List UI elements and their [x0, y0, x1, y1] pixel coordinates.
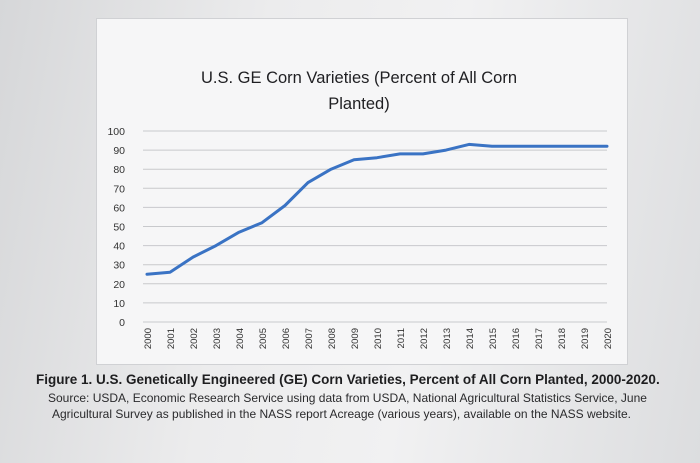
x-tick-label: 2009	[350, 328, 361, 349]
data-point	[353, 158, 355, 161]
data-point	[376, 156, 378, 159]
x-tick-label: 2014	[465, 328, 476, 349]
figure-source-line-2: Agricultural Survey as published in the …	[52, 407, 631, 421]
data-point	[192, 256, 194, 258]
y-tick-label: 90	[113, 145, 125, 157]
x-tick-label: 2013	[442, 328, 453, 349]
data-point	[422, 153, 424, 155]
x-tick-label: 2001	[166, 328, 177, 349]
x-tick-label: 2018	[557, 328, 568, 349]
x-tick-label: 2003	[212, 328, 223, 349]
data-point	[514, 145, 516, 148]
x-tick-label: 2017	[534, 328, 545, 349]
y-tick-label: 50	[113, 222, 125, 234]
x-tick-label: 2008	[327, 328, 338, 349]
data-point	[468, 143, 470, 146]
data-point	[330, 168, 332, 171]
chart-title-line-2: Planted)	[328, 95, 389, 113]
y-tick-label: 20	[113, 279, 125, 291]
data-point	[583, 145, 585, 148]
x-tick-label: 2020	[603, 328, 614, 349]
x-tick-label: 2007	[304, 328, 315, 349]
x-tick-label: 2019	[580, 328, 591, 349]
x-tick-label: 2012	[419, 328, 430, 349]
y-tick-label: 100	[107, 126, 125, 138]
y-tick-label: 70	[113, 183, 125, 195]
y-tick-label: 60	[113, 202, 125, 214]
y-tick-label: 10	[113, 298, 125, 310]
x-tick-label: 2004	[235, 328, 246, 349]
data-point	[284, 204, 286, 207]
series-layer	[145, 142, 609, 276]
x-tick-label: 2002	[189, 328, 200, 349]
chart-area: U.S. GE Corn Varieties (Percent of All C…	[96, 18, 628, 365]
y-axis-ticks: 0 10 20 30 40 50 60 70 80 90 100	[107, 126, 125, 329]
x-axis-ticks: 2000 2001 2002 2003 2004 2005 2006 2007 2008 2009…	[143, 328, 614, 349]
data-point	[146, 273, 148, 276]
data-point	[399, 153, 401, 155]
data-point	[169, 271, 171, 274]
data-point	[307, 181, 309, 184]
figure-caption-title: Figure 1. U.S. Genetically Engineered (G…	[36, 372, 660, 387]
chart-title-line-1: U.S. GE Corn Varieties (Percent of All C…	[201, 69, 517, 87]
data-point	[491, 145, 493, 148]
x-tick-label: 2000	[143, 328, 154, 349]
x-tick-label: 2015	[488, 328, 499, 349]
x-tick-label: 2010	[373, 328, 384, 349]
data-point	[238, 231, 240, 234]
x-tick-label: 2016	[511, 328, 522, 349]
y-tick-label: 0	[119, 317, 125, 329]
line-chart: U.S. GE Corn Varieties (Percent of All C…	[107, 69, 614, 349]
data-point	[261, 221, 263, 224]
y-tick-label: 30	[113, 260, 125, 272]
series-line	[145, 142, 609, 276]
data-point	[445, 149, 447, 152]
x-tick-label: 2011	[396, 328, 407, 348]
x-tick-label: 2006	[281, 328, 292, 349]
y-tick-label: 80	[113, 164, 125, 176]
y-tick-label: 40	[113, 241, 125, 253]
gridlines	[143, 130, 607, 323]
data-point	[606, 145, 608, 148]
figure-source-line-1: Source: USDA, Economic Research Service …	[48, 391, 647, 405]
data-point	[215, 244, 217, 247]
data-point	[560, 145, 562, 148]
x-tick-label: 2005	[258, 328, 269, 349]
data-point	[537, 145, 539, 148]
